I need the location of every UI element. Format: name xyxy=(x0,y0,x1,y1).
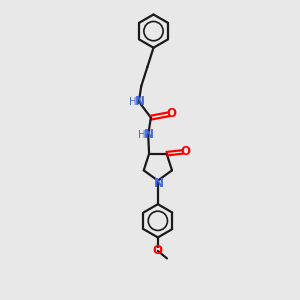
Text: H: H xyxy=(138,130,146,140)
Text: N: N xyxy=(144,128,154,141)
Text: N: N xyxy=(134,95,145,108)
Text: H: H xyxy=(129,97,136,107)
Text: O: O xyxy=(181,145,191,158)
Text: O: O xyxy=(153,244,163,257)
Text: N: N xyxy=(153,177,164,190)
Text: O: O xyxy=(167,107,177,120)
